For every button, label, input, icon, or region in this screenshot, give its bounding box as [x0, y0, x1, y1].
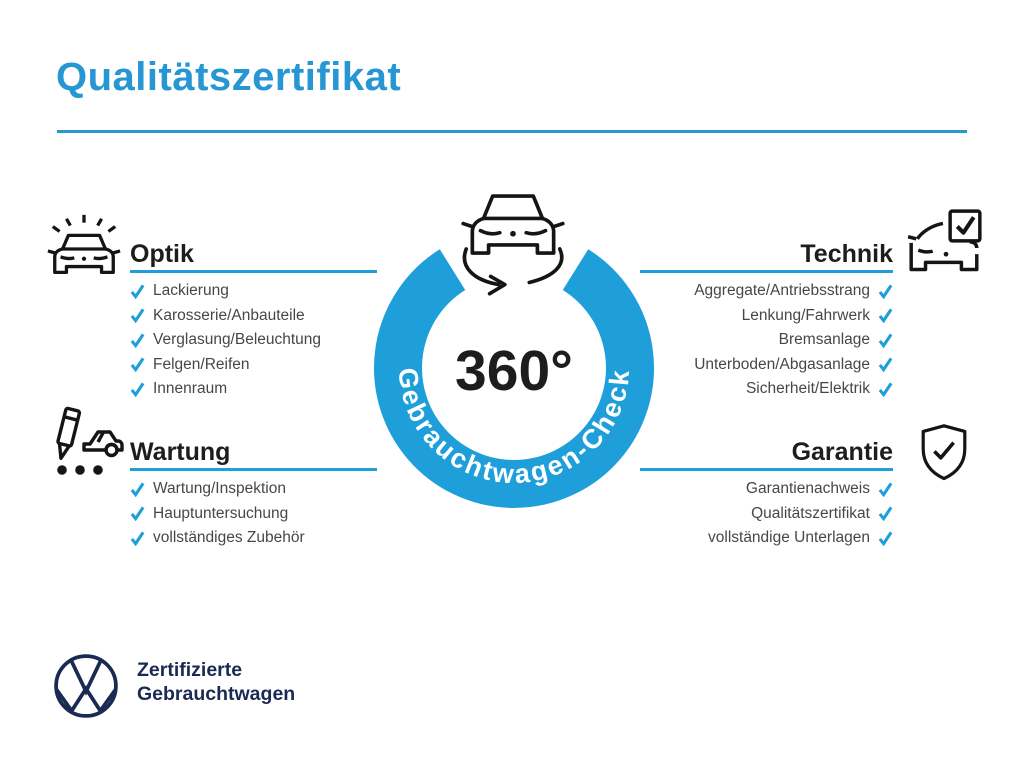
vw-logo	[52, 652, 120, 720]
check-icon	[130, 284, 145, 299]
check-icon	[130, 482, 145, 497]
check-icon	[878, 531, 893, 546]
item-label: Felgen/Reifen	[153, 355, 250, 373]
item-label: Verglasung/Beleuchtung	[153, 331, 322, 349]
list-item: Unterboden/Abgasanlage	[694, 353, 893, 378]
section-rule-garantie	[640, 468, 893, 471]
brand-line2: Gebrauchtwagen	[137, 682, 296, 705]
check-icon	[878, 333, 893, 348]
shield-check-icon	[912, 416, 976, 490]
section-rule-wartung	[130, 468, 377, 471]
item-label: Innenraum	[153, 380, 228, 398]
item-label: Lackierung	[153, 282, 229, 300]
item-label: vollständiges Zubehör	[153, 529, 305, 547]
list-item: vollständige Unterlagen	[708, 526, 893, 551]
check-icon	[878, 284, 893, 299]
item-label: Karosserie/Anbauteile	[153, 306, 305, 324]
check-icon	[878, 506, 893, 522]
rotating-car-icon	[452, 190, 574, 304]
list-item: Lackierung	[130, 279, 400, 304]
list-item: Karosserie/Anbauteile	[130, 304, 400, 329]
item-label: Sicherheit/Elektrik	[745, 380, 870, 398]
item-label: vollständige Unterlagen	[708, 529, 870, 547]
ring-arc	[374, 249, 654, 508]
list-item: Bremsanlage	[779, 328, 893, 353]
list-item: Aggregate/Antriebsstrang	[694, 279, 893, 304]
section-rule-technik	[640, 270, 893, 273]
item-label: Lenkung/Fahrwerk	[741, 306, 870, 324]
list-item: Qualitätszertifikat	[751, 502, 893, 527]
brand-line1: Zertifizierte	[137, 659, 243, 681]
list-item: Lenkung/Fahrwerk	[742, 304, 893, 329]
list-item: Felgen/Reifen	[130, 353, 400, 378]
title-rule	[57, 130, 967, 133]
list-item: Verglasung/Beleuchtung	[130, 328, 400, 353]
optik-item-list: Lackierung Karosserie/Anbauteile Verglas…	[130, 279, 400, 402]
item-label: Bremsanlage	[778, 331, 870, 349]
section-title-technik: Technik	[800, 240, 893, 268]
garantie-item-list: Garantienachweis Qualitätszertifikat vol…	[623, 477, 893, 551]
360-check-ring: Gebrauchtwagen-Check 360°	[374, 249, 654, 508]
page-title: Qualitätszertifikat	[56, 55, 402, 99]
section-title-wartung: Wartung	[130, 438, 231, 466]
list-item: Hauptuntersuchung	[130, 502, 400, 527]
car-checkbox-icon	[904, 206, 986, 288]
section-title-garantie: Garantie	[791, 438, 893, 466]
check-icon	[130, 382, 145, 397]
check-icon	[130, 308, 145, 324]
list-item: Garantienachweis	[746, 477, 893, 502]
item-label: Hauptuntersuchung	[153, 504, 289, 522]
list-item: Innenraum	[130, 377, 400, 402]
check-icon	[130, 506, 145, 522]
list-item: vollständiges Zubehör	[130, 526, 400, 551]
360-degree-label: 360°	[455, 339, 573, 403]
check-icon	[130, 333, 145, 348]
technik-item-list: Aggregate/Antriebsstrang Lenkung/Fahrwer…	[623, 279, 893, 402]
item-label: Wartung/Inspektion	[153, 480, 286, 498]
section-title-optik: Optik	[130, 240, 194, 268]
service-record-icon	[44, 406, 124, 486]
check-icon	[878, 308, 893, 324]
list-item: Sicherheit/Elektrik	[746, 377, 893, 402]
shining-car-icon	[45, 210, 123, 288]
check-icon	[878, 482, 893, 497]
item-label: Garantienachweis	[745, 480, 870, 498]
item-label: Unterboden/Abgasanlage	[694, 355, 870, 373]
item-label: Aggregate/Antriebsstrang	[694, 282, 870, 300]
check-icon	[130, 531, 145, 546]
wartung-item-list: Wartung/Inspektion Hauptuntersuchung vol…	[130, 477, 400, 551]
list-item: Wartung/Inspektion	[130, 477, 400, 502]
section-rule-optik	[130, 270, 377, 273]
item-label: Qualitätszertifikat	[751, 504, 870, 522]
check-icon	[878, 357, 893, 373]
check-icon	[130, 357, 145, 373]
brand-text: Zertifizierte Gebrauchtwagen	[137, 659, 295, 706]
check-icon	[878, 382, 893, 397]
